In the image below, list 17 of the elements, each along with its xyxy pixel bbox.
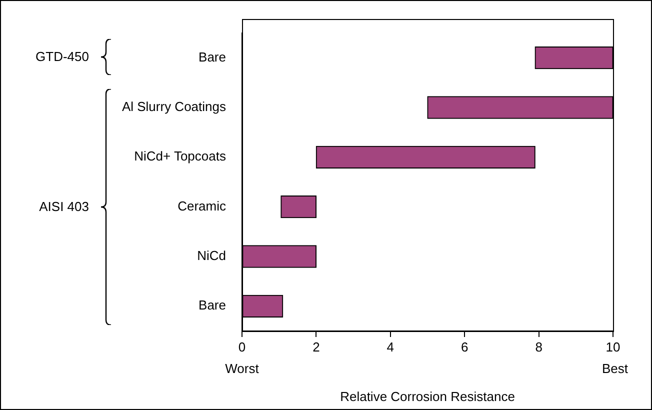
y-tick-label: NiCd: [197, 248, 226, 264]
text: Best: [602, 361, 628, 376]
x-tick-label: 0: [238, 339, 246, 354]
x-axis-title: Relative Corrosion Resistance: [340, 388, 515, 404]
text: Worst: [225, 361, 259, 376]
y-tick-label: NiCd+ Topcoats: [134, 148, 226, 164]
text: AISI 403: [39, 199, 89, 214]
x-tick-label: 10: [606, 339, 620, 354]
x-tick-label: 2: [312, 339, 320, 354]
x-tick-label: 4: [386, 339, 394, 354]
x-tick-label: 8: [535, 339, 542, 354]
x-tick-label: 6: [460, 339, 468, 354]
y-tick-label: Ceramic: [178, 198, 226, 214]
text: GTD-450: [36, 49, 89, 64]
y-tick-label: Al Slurry Coatings: [122, 99, 226, 114]
y-tick-label: Bare: [198, 298, 226, 313]
y-tick-label: Bare: [198, 49, 226, 64]
